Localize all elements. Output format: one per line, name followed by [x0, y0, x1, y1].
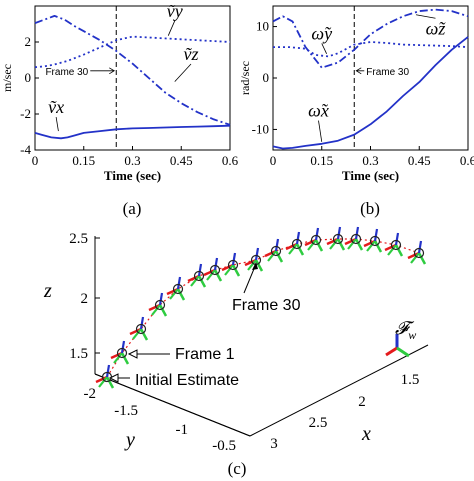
annotation-label: Frame 1	[175, 346, 235, 363]
x-tick-label: 0.15	[310, 153, 333, 168]
camera-frame	[166, 276, 186, 301]
series-line-1	[272, 36, 469, 150]
series-line-1	[34, 124, 231, 140]
annotation-label: Initial Estimate	[135, 372, 239, 389]
camera-frame	[344, 226, 364, 251]
caption-c: (c)	[228, 459, 247, 478]
x-tick-label: 2.5	[309, 415, 328, 431]
x-tick-label: 0.3	[124, 153, 140, 168]
x-axis-label: Time (sec)	[342, 168, 399, 183]
x-axis-label: x	[361, 423, 371, 445]
x-tick-label: 0.6	[460, 153, 474, 168]
axis-3d-edge	[94, 373, 251, 437]
x-tick-label: 0	[32, 153, 39, 168]
series-label: ṽy	[167, 1, 183, 21]
camera-frame	[95, 364, 115, 389]
series-label-arrow	[55, 117, 59, 132]
frame-30-label: Frame 30	[45, 67, 88, 78]
camera-frame	[148, 292, 168, 317]
series-label: ω̃x	[308, 101, 329, 121]
camera-frame	[203, 257, 223, 282]
camera-frame	[129, 316, 149, 341]
plot-b-angular-velocity: 0 0.15 0.3 0.45 0.6 -10 0 10 Time (sec) rad/sec Fr…	[238, 5, 474, 218]
series-label: ω̃y	[311, 23, 332, 43]
series-line-2	[273, 41, 469, 58]
frame-30-arrow	[355, 67, 365, 75]
x-ticks: 3 2.5 2 1.5 x	[270, 372, 419, 452]
y-ticks: -2 -1.5 -1 -0.5 y	[84, 386, 237, 454]
camera-frame	[221, 252, 241, 277]
camera-frame	[187, 263, 207, 288]
z-tick-label: 1.5	[69, 346, 88, 362]
series-line-2	[34, 35, 231, 69]
y-tick-label: -1.5	[114, 403, 138, 419]
series-label-arrow	[174, 63, 192, 82]
plot-a-velocity: 0 0.15 0.3 0.45 0.6 -4 -2 0 2 Time (sec) m/sec Fram…	[0, 1, 239, 218]
panel-c-trajectory-3d: 2.5 2 1.5 z -2 -1.5 -1 -0.5 y 3 2.5 2 1.…	[43, 226, 429, 478]
y-tick-label: 10	[256, 19, 269, 34]
x-tick-label: 0.3	[362, 153, 378, 168]
y-axis-label: rad/sec	[238, 61, 252, 95]
world-frame-sub: w	[408, 328, 416, 342]
x-tick-label: 0.15	[72, 153, 95, 168]
y-axis-label: m/sec	[0, 64, 14, 92]
series-label-arrow	[318, 120, 323, 142]
z-tick-label: 2	[81, 291, 89, 307]
y-tick-label: -0.5	[212, 438, 236, 454]
series-label: ṽz	[184, 44, 199, 64]
camera-frame	[264, 238, 284, 263]
y-tick-label: -10	[252, 121, 269, 136]
annotation-frame-1: Frame 1	[127, 346, 235, 363]
y-tick-label: 2	[25, 34, 32, 49]
camera-frame	[304, 227, 324, 252]
y-tick-label: -2	[20, 106, 31, 121]
series-label: ω̃z	[426, 18, 447, 38]
z-ticks: 2.5 2 1.5 z	[43, 231, 100, 362]
frame-30-arrow	[90, 67, 116, 75]
y-tick-label: -4	[20, 142, 31, 157]
caption-b: (b)	[360, 199, 380, 218]
z-tick-label: 2.5	[69, 231, 88, 247]
camera-frame	[384, 232, 404, 257]
series-label-arrow	[321, 43, 327, 54]
camera-frame	[110, 340, 130, 365]
caption-a: (a)	[123, 199, 142, 218]
camera-frame	[326, 226, 346, 251]
camera-frame	[407, 240, 427, 265]
camera-frame	[363, 228, 383, 253]
annotation-label: Frame 30	[232, 297, 301, 314]
camera-frames	[95, 226, 427, 389]
series-line-3	[34, 14, 231, 126]
z-axis-label: z	[43, 280, 52, 302]
y-tick-label: 0	[25, 70, 32, 85]
x-axis-label: Time (sec)	[104, 168, 161, 183]
series-label-arrow	[167, 20, 176, 36]
annotation-frame-30: Frame 30	[232, 262, 301, 314]
x-tick-label: 3	[270, 436, 278, 452]
camera-frame	[285, 231, 305, 256]
x-tick-label: 0	[270, 153, 277, 168]
x-tick-label: 1.5	[401, 372, 420, 388]
world-frame-icon: 𝓕w	[385, 318, 416, 358]
y-axis-label: y	[124, 429, 135, 451]
axis-3d-edge	[249, 344, 429, 437]
y-tick-label: -2	[84, 386, 97, 402]
x-tick-label: 0.45	[408, 153, 431, 168]
series-label: ṽx	[48, 97, 64, 117]
x-tick-label: 2	[358, 394, 366, 410]
frame-30-label: Frame 30	[366, 67, 409, 78]
y-tick-label: 0	[263, 70, 270, 85]
series-label-arrow	[415, 14, 436, 19]
x-tick-label: 0.45	[170, 153, 193, 168]
x-tick-label: 0.6	[222, 153, 239, 168]
annotation-initial-estimate: Initial Estimate	[108, 372, 239, 389]
y-tick-label: -1	[176, 422, 189, 438]
